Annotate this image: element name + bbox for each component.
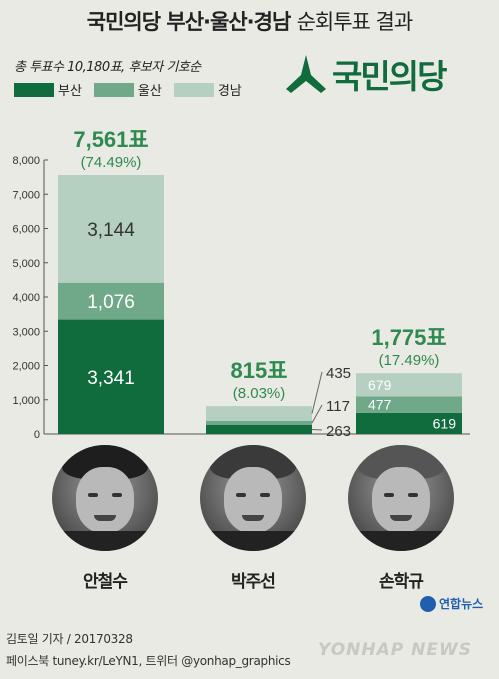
title-light: 순회투표 결과 [296, 10, 414, 34]
bar-value-label: 679 [368, 377, 392, 393]
y-tick-label: 3,000 [12, 326, 40, 338]
bar-segment-부산 [206, 424, 312, 434]
party-logo: 국민의당 [284, 50, 447, 98]
legend-swatch-ulsan [93, 82, 134, 97]
legend-item-gyeongnam: 경남 [173, 80, 242, 99]
legend-label-gyeongnam: 경남 [217, 84, 242, 99]
bar-share-label: (8.03%) [233, 385, 286, 402]
subtitle: 총 투표수 10,180표, 후보자 기호순 [14, 60, 201, 75]
bar-segment-울산 [58, 282, 164, 320]
party-logo-text: 국민의당 [332, 57, 447, 96]
legend-item-ulsan: 울산 [93, 80, 162, 99]
bar-value-label: 3,144 [87, 220, 135, 241]
bar-value-label: 263 [326, 423, 351, 440]
legend-item-busan: 부산 [14, 80, 82, 99]
page-title: 국민의당 부산·울산·경남 순회투표 결과 [0, 6, 499, 36]
candidate-photo-park [200, 445, 306, 551]
candidate-photo-ahn [52, 445, 158, 551]
bar-value-label: 1,076 [87, 292, 135, 313]
y-tick-label: 8,000 [12, 155, 40, 167]
y-tick-label: 0 [34, 429, 40, 441]
candidate-photo-sohn [348, 445, 454, 551]
candidate-name-ahn: 안철수 [83, 572, 128, 592]
bar-total-label: 815표 [231, 358, 288, 383]
title-bold: 국민의당 부산·울산·경남 [86, 10, 291, 34]
bar-segment-경남 [356, 373, 462, 397]
candidate-name-park: 박주선 [231, 572, 276, 592]
bar-segment-울산 [206, 420, 312, 425]
bar-share-label: (17.49%) [379, 352, 440, 369]
stacked-bar-chart: 0 1,000 2,000 3,000 4,000 5,000 6,000 7,000 8,00… [12, 127, 470, 441]
legend-label-busan: 부산 [58, 84, 82, 99]
y-tick-label: 1,000 [12, 395, 40, 407]
legend-swatch-busan [14, 82, 54, 97]
bar-value-label: 619 [433, 415, 457, 431]
y-tick-label: 5,000 [12, 258, 40, 270]
bar-segment-부산 [356, 412, 462, 434]
legend: 부산 울산 경남 [14, 80, 248, 99]
watermark: YONHAP NEWS [318, 640, 472, 660]
bar-value-label: 3,341 [87, 368, 135, 389]
legend-label-ulsan: 울산 [137, 84, 162, 99]
bar-segment-울산 [356, 396, 462, 413]
party-logo-icon [286, 55, 326, 93]
bar-segment-경남 [58, 175, 164, 283]
bar-segment-부산 [58, 319, 164, 434]
yonhap-logo: 연합뉴스 [420, 595, 483, 612]
credit-author-date: 김토일 기자 / 20170328 [6, 632, 133, 646]
bar-segment-경남 [206, 406, 312, 421]
y-tick-label: 2,000 [12, 361, 40, 373]
bar-value-label: 117 [326, 398, 350, 415]
y-tick-label: 7,000 [12, 189, 40, 201]
yonhap-logo-text: 연합뉴스 [439, 597, 484, 611]
yonhap-logo-icon [420, 595, 436, 612]
legend-swatch-gyeongnam [173, 82, 214, 97]
leader-line [311, 428, 323, 431]
bar-value-label: 477 [368, 397, 392, 413]
y-tick-label: 6,000 [12, 224, 40, 236]
leader-line [311, 404, 323, 424]
credit-social: 페이스북 tuney.kr/LeYN1, 트위터 @yonhap_graphic… [6, 654, 291, 668]
y-tick-label: 4,000 [12, 292, 40, 304]
bar-total-label: 7,561표 [73, 127, 148, 152]
leader-line [311, 371, 323, 414]
bar-share-label: (74.49%) [81, 154, 142, 171]
candidate-name-sohn: 손학규 [379, 572, 424, 592]
bar-value-label: 435 [326, 365, 351, 382]
bar-total-label: 1,775표 [371, 325, 446, 350]
